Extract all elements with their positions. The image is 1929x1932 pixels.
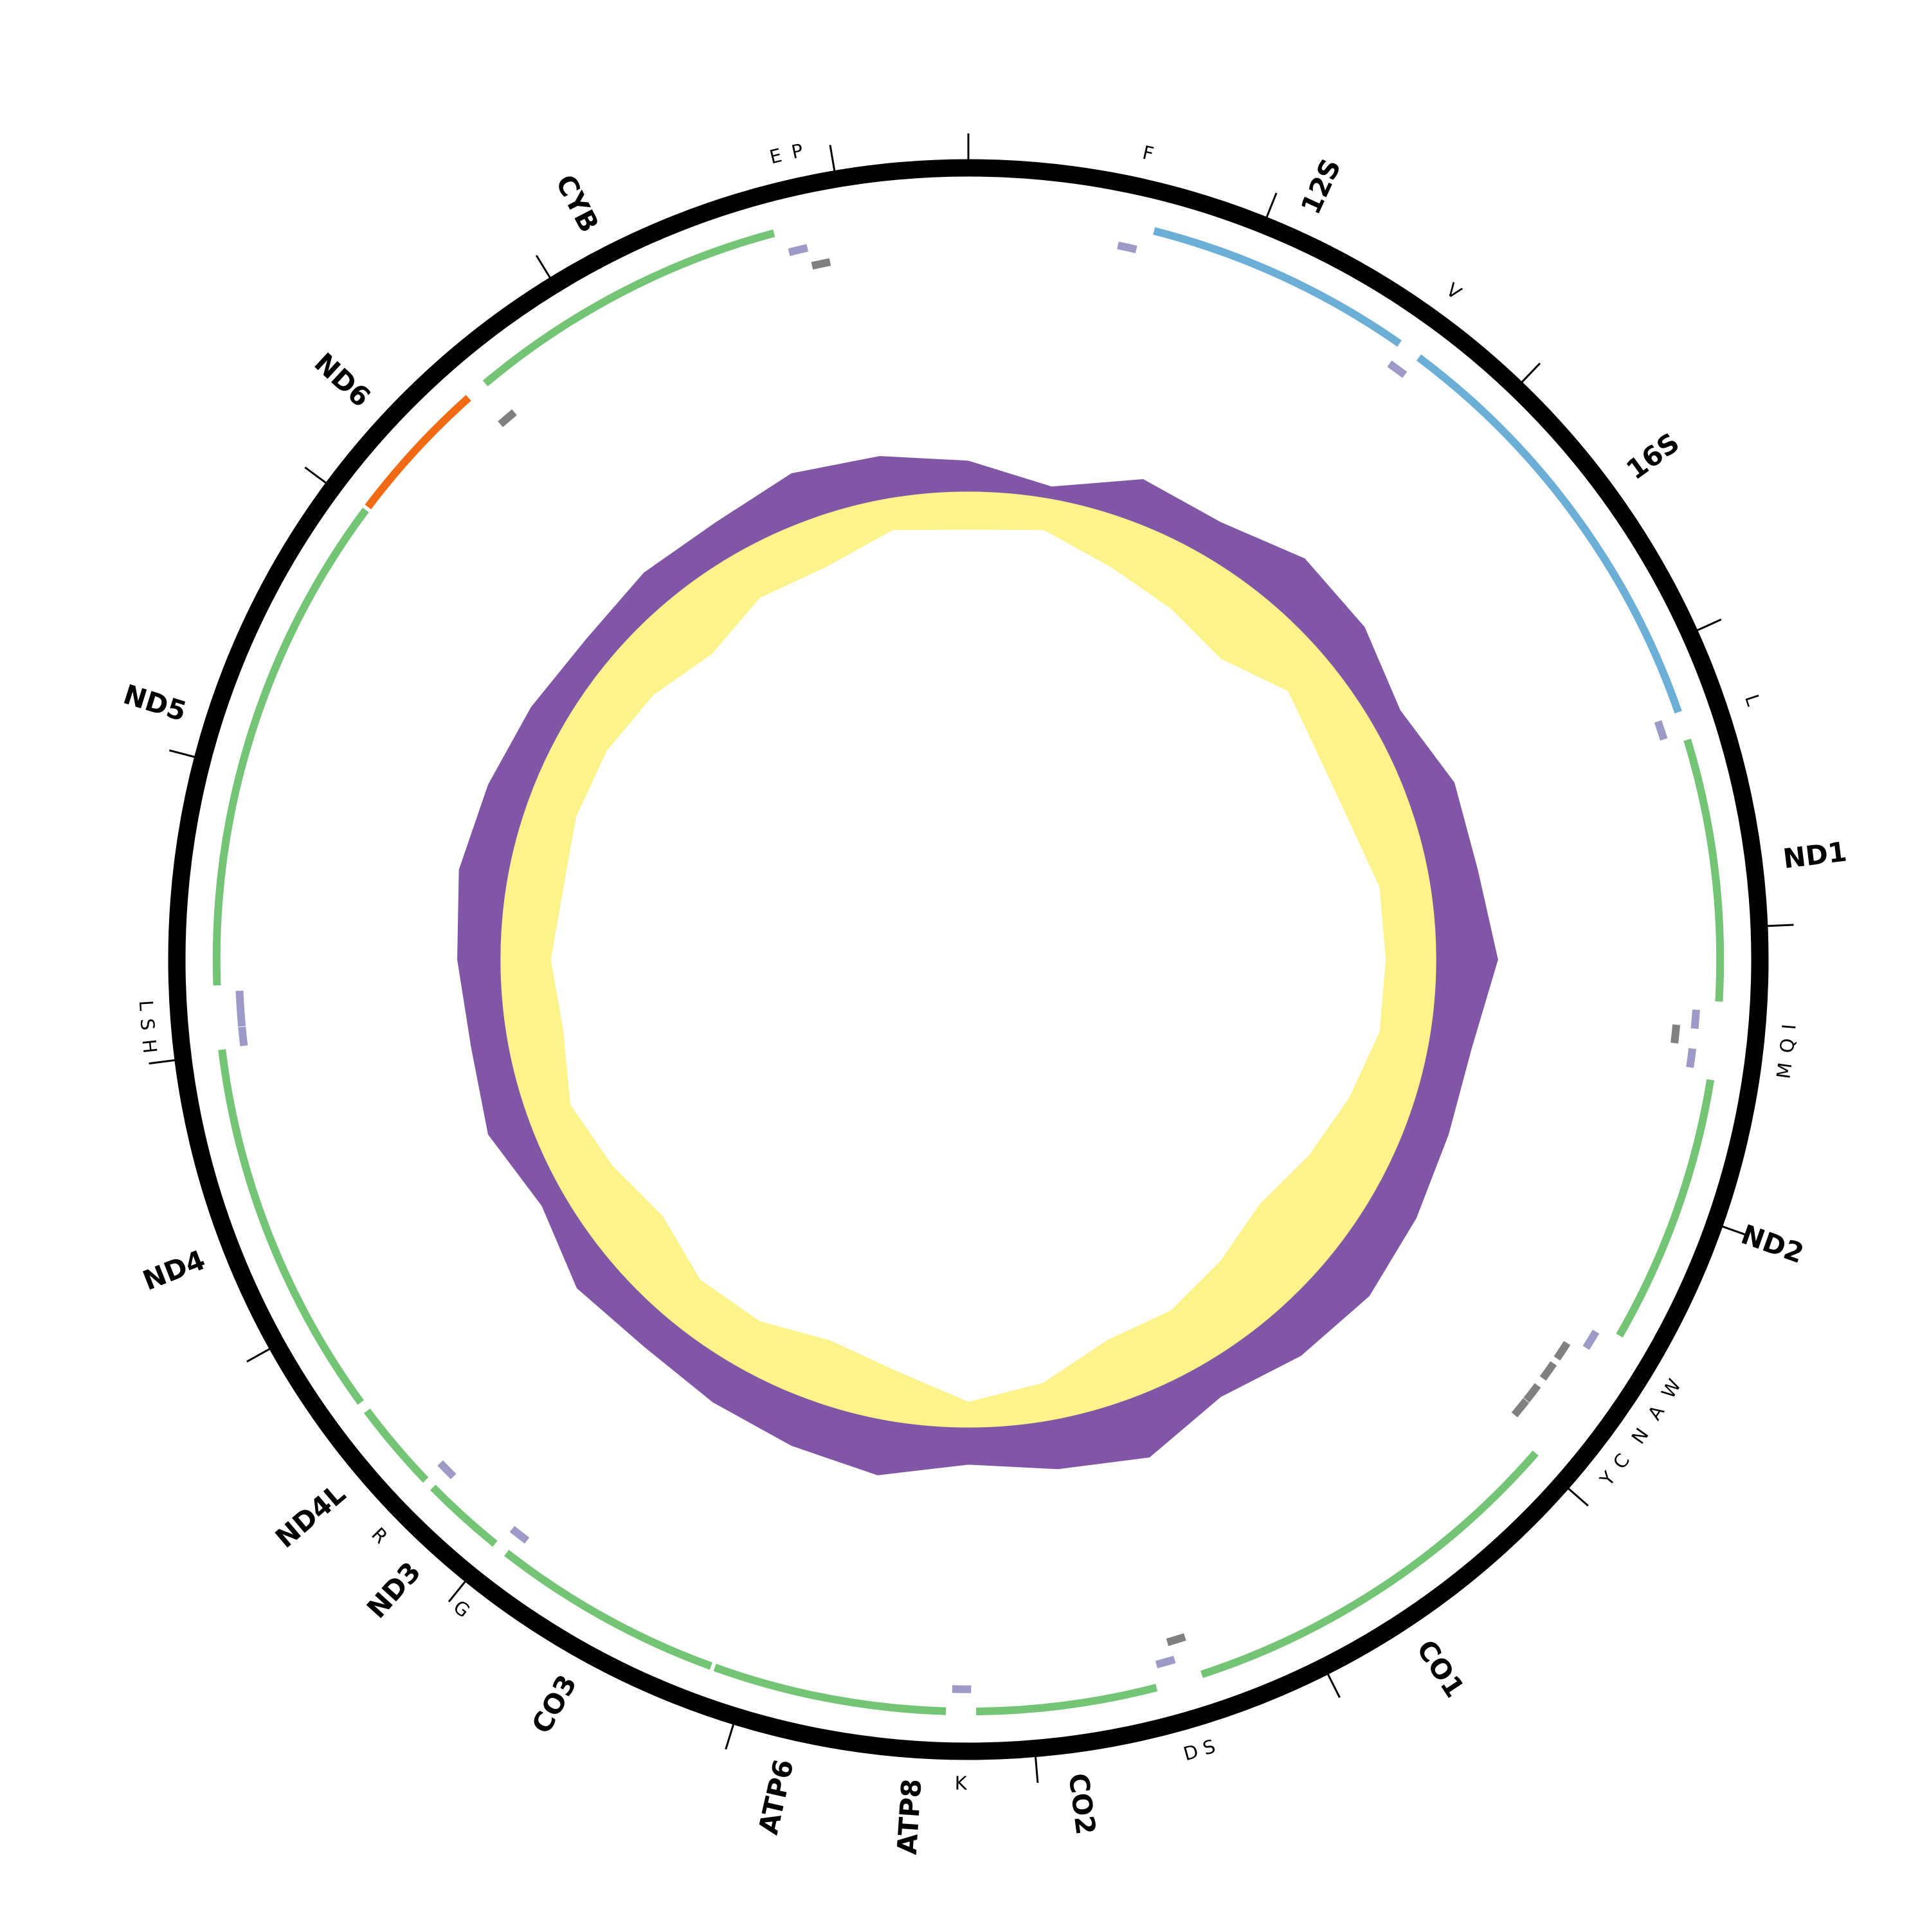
gene-label: ND1 xyxy=(1781,835,1848,875)
tick xyxy=(305,468,325,483)
gene-arc xyxy=(507,1553,711,1666)
gene-arc xyxy=(1620,1080,1711,1336)
ticks xyxy=(149,133,1794,1783)
tick xyxy=(149,1061,175,1064)
trna-label: G xyxy=(449,1596,475,1622)
trna-mark xyxy=(1156,1659,1174,1664)
gene-label: CYB xyxy=(550,170,606,237)
trna-label: W xyxy=(1657,1375,1685,1402)
trna-label: S xyxy=(136,1017,159,1031)
trna-label: C xyxy=(1609,1450,1634,1473)
trna-label: A xyxy=(1644,1401,1669,1424)
trna-label: E xyxy=(767,144,784,168)
trna-label: F xyxy=(1141,141,1156,165)
tick xyxy=(1267,193,1276,217)
tick xyxy=(1328,1674,1339,1697)
trna-label: Y xyxy=(1595,1467,1620,1490)
trna-label: Q xyxy=(1776,1037,1799,1054)
gene-label: ND6 xyxy=(309,347,377,413)
trna-mark xyxy=(239,991,240,1010)
gene-arc xyxy=(715,1668,891,1708)
tick xyxy=(169,751,194,757)
trna-label: M xyxy=(1772,1061,1796,1080)
trna-mark xyxy=(1543,1363,1554,1378)
trna-label: I xyxy=(1778,1023,1800,1030)
trna-mark xyxy=(1690,1048,1692,1067)
trna-label: L xyxy=(1741,691,1764,708)
gene-label: CO1 xyxy=(1411,1634,1471,1703)
gene-arc xyxy=(217,510,366,985)
trna-mark xyxy=(789,248,808,252)
trna-mark xyxy=(1586,1332,1596,1348)
gene-arc xyxy=(976,1688,1157,1711)
trna-mark xyxy=(1118,246,1137,250)
tick xyxy=(1035,1757,1037,1783)
gene-label: CO3 xyxy=(525,1670,583,1739)
gene-label: ND5 xyxy=(120,679,190,727)
tick xyxy=(830,145,835,171)
trna-label: S xyxy=(1200,1735,1218,1760)
gene-arc xyxy=(1687,740,1720,1001)
trna-label: H xyxy=(138,1038,161,1054)
gene-label: ND4 xyxy=(138,1244,209,1297)
tick xyxy=(1568,1489,1588,1506)
skew-outward xyxy=(458,457,1498,1475)
gene-label: ATP8 xyxy=(891,1778,928,1855)
trna-label: D xyxy=(1181,1740,1201,1765)
trna-mark xyxy=(242,1027,244,1046)
gene-label: ND3 xyxy=(361,1556,427,1624)
trna-label: K xyxy=(955,1773,968,1794)
trna-mark xyxy=(1674,1025,1676,1043)
trna-mark xyxy=(1390,364,1405,375)
gene-label: 16S xyxy=(1620,426,1685,486)
trna-label: V xyxy=(1442,278,1465,304)
trna-mark xyxy=(512,1529,527,1540)
gene-label: ND4L xyxy=(269,1478,352,1554)
gene-label: 12S xyxy=(1294,154,1347,219)
tick xyxy=(536,255,550,277)
trna-mark xyxy=(440,1463,454,1477)
trna-label: L xyxy=(135,999,158,1011)
tick xyxy=(726,1724,734,1749)
skew-inward xyxy=(501,492,1436,1427)
trna-mark xyxy=(812,262,830,266)
trna-mark xyxy=(1557,1343,1567,1358)
tick xyxy=(247,1349,269,1362)
gene-arc xyxy=(433,1488,495,1544)
labels: F12SV16SLND1IQMND2WANCYCO1SDCO2KATP8ATP6… xyxy=(120,140,1848,1855)
gc-skew xyxy=(458,457,1498,1475)
gene-label: ND2 xyxy=(1737,1218,1808,1269)
trna-label: N xyxy=(1627,1424,1653,1448)
genome-ring xyxy=(177,168,1760,1751)
gene-label: CO2 xyxy=(1062,1771,1101,1836)
trna-mark xyxy=(240,1008,242,1026)
gene-arc xyxy=(1154,231,1400,343)
trna-mark xyxy=(1694,1010,1696,1028)
trna-mark xyxy=(500,412,514,424)
tick xyxy=(1522,363,1540,382)
trna-mark xyxy=(1514,1401,1526,1415)
tick xyxy=(1768,925,1793,926)
gene-arc xyxy=(222,1050,361,1403)
trna-mark xyxy=(1167,1637,1184,1642)
gene-arc xyxy=(367,1411,426,1481)
trna-label: R xyxy=(367,1523,392,1547)
trna-mark xyxy=(1658,722,1663,740)
gene-arc xyxy=(891,1708,946,1711)
gene-label: ATP6 xyxy=(752,1756,800,1837)
trna-label: P xyxy=(790,140,805,163)
trna-mark xyxy=(1526,1385,1538,1400)
tick xyxy=(1698,619,1721,630)
